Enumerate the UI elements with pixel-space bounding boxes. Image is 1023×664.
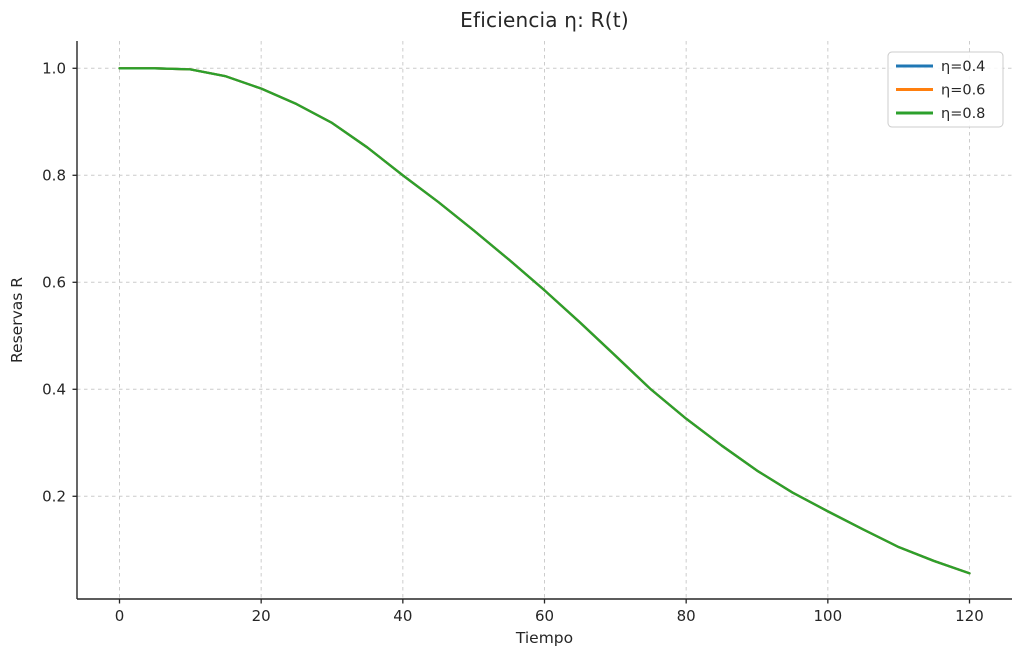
axis-ticks <box>72 67 971 604</box>
legend-label: η=0.8 <box>941 106 985 122</box>
series-lines <box>118 67 971 575</box>
x-tick-label: 0 <box>115 607 125 625</box>
chart-title: Eficiencia η: R(t) <box>460 8 629 32</box>
x-tick-label: 80 <box>677 607 696 625</box>
x-tick-label: 120 <box>955 607 984 625</box>
y-tick-label: 0.8 <box>42 166 66 184</box>
y-tick-labels: 0.2 0.4 0.6 0.8 1.0 <box>42 59 66 505</box>
x-tick-label: 60 <box>535 607 554 625</box>
grid-lines <box>77 41 1012 599</box>
legend-label: η=0.6 <box>941 83 985 99</box>
legend-label: η=0.4 <box>941 59 985 75</box>
x-tick-label: 100 <box>814 607 843 625</box>
x-tick-label: 40 <box>393 607 412 625</box>
y-tick-label: 1.0 <box>42 59 66 77</box>
y-axis-label: Reservas R <box>8 276 26 364</box>
axis-spines <box>76 41 1012 600</box>
x-tick-labels: 0 20 40 60 80 100 120 <box>115 607 984 625</box>
series-line <box>118 67 971 575</box>
y-tick-label: 0.2 <box>42 487 66 505</box>
x-tick-label: 20 <box>252 607 271 625</box>
x-axis-label: Tiempo <box>515 629 574 647</box>
y-tick-label: 0.6 <box>42 273 66 291</box>
y-tick-label: 0.4 <box>42 380 66 398</box>
legend-box: η=0.4 η=0.6 η=0.8 <box>887 51 1004 128</box>
